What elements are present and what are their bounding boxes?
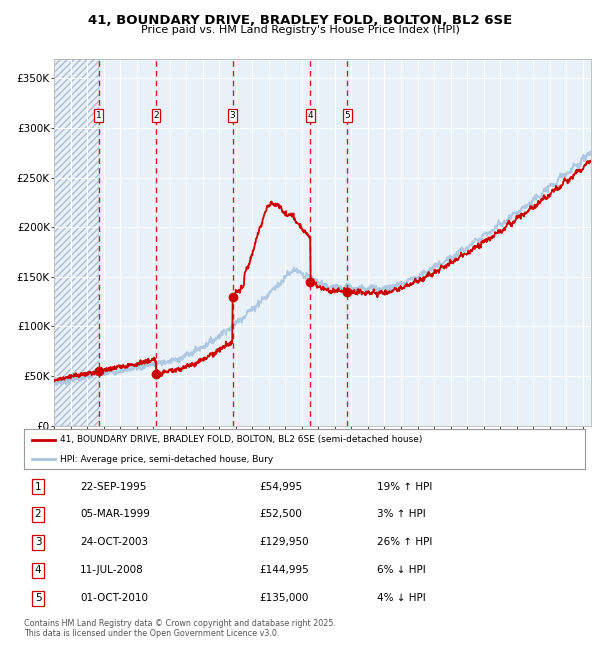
Text: 01-OCT-2010: 01-OCT-2010 bbox=[80, 593, 148, 603]
Text: 05-MAR-1999: 05-MAR-1999 bbox=[80, 510, 150, 519]
Text: £135,000: £135,000 bbox=[260, 593, 309, 603]
Text: This data is licensed under the Open Government Licence v3.0.: This data is licensed under the Open Gov… bbox=[24, 629, 280, 638]
Text: 24-OCT-2003: 24-OCT-2003 bbox=[80, 538, 148, 547]
Text: 2: 2 bbox=[35, 510, 41, 519]
Text: £129,950: £129,950 bbox=[260, 538, 309, 547]
Text: 22-SEP-1995: 22-SEP-1995 bbox=[80, 482, 146, 491]
Text: 11-JUL-2008: 11-JUL-2008 bbox=[80, 566, 144, 575]
Text: 41, BOUNDARY DRIVE, BRADLEY FOLD, BOLTON, BL2 6SE (semi-detached house): 41, BOUNDARY DRIVE, BRADLEY FOLD, BOLTON… bbox=[61, 436, 423, 445]
Text: £54,995: £54,995 bbox=[260, 482, 303, 491]
Text: Price paid vs. HM Land Registry's House Price Index (HPI): Price paid vs. HM Land Registry's House … bbox=[140, 25, 460, 34]
Text: 1: 1 bbox=[96, 111, 102, 120]
Text: 6% ↓ HPI: 6% ↓ HPI bbox=[377, 566, 426, 575]
Text: £52,500: £52,500 bbox=[260, 510, 302, 519]
Text: 26% ↑ HPI: 26% ↑ HPI bbox=[377, 538, 433, 547]
Bar bbox=[54, 58, 99, 426]
Text: Contains HM Land Registry data © Crown copyright and database right 2025.: Contains HM Land Registry data © Crown c… bbox=[24, 619, 336, 628]
Text: £144,995: £144,995 bbox=[260, 566, 310, 575]
Text: HPI: Average price, semi-detached house, Bury: HPI: Average price, semi-detached house,… bbox=[61, 455, 274, 463]
Text: 5: 5 bbox=[344, 111, 350, 120]
Text: 41, BOUNDARY DRIVE, BRADLEY FOLD, BOLTON, BL2 6SE: 41, BOUNDARY DRIVE, BRADLEY FOLD, BOLTON… bbox=[88, 14, 512, 27]
Text: 3: 3 bbox=[230, 111, 235, 120]
Text: 1: 1 bbox=[35, 482, 41, 491]
Text: 2: 2 bbox=[153, 111, 159, 120]
Text: 3: 3 bbox=[35, 538, 41, 547]
Text: 4: 4 bbox=[35, 566, 41, 575]
Text: 5: 5 bbox=[35, 593, 41, 603]
Text: 4% ↓ HPI: 4% ↓ HPI bbox=[377, 593, 426, 603]
Text: 3% ↑ HPI: 3% ↑ HPI bbox=[377, 510, 426, 519]
Text: 19% ↑ HPI: 19% ↑ HPI bbox=[377, 482, 433, 491]
Text: 4: 4 bbox=[308, 111, 313, 120]
